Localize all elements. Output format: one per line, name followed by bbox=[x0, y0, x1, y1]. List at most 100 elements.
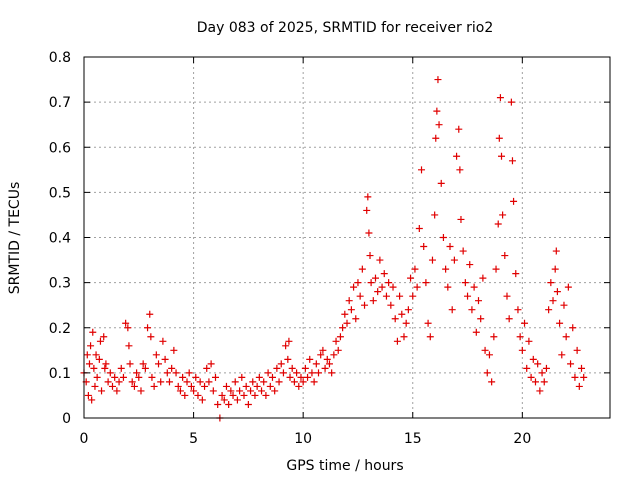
x-tick-label: 0 bbox=[80, 431, 89, 447]
data-point bbox=[137, 387, 145, 395]
data-point bbox=[310, 378, 318, 386]
data-point bbox=[192, 373, 200, 381]
data-point bbox=[312, 360, 320, 368]
data-point bbox=[442, 265, 450, 273]
data-point bbox=[88, 396, 96, 404]
data-points bbox=[80, 76, 588, 422]
data-point bbox=[341, 310, 349, 318]
data-point bbox=[194, 391, 202, 399]
data-point bbox=[350, 283, 358, 291]
data-point bbox=[343, 319, 351, 327]
data-point bbox=[236, 387, 244, 395]
data-point bbox=[512, 270, 520, 278]
data-point bbox=[323, 355, 331, 363]
data-point bbox=[124, 324, 132, 332]
data-point bbox=[176, 387, 184, 395]
data-point bbox=[382, 292, 390, 300]
data-point bbox=[271, 387, 279, 395]
data-point bbox=[201, 382, 209, 390]
y-tick-label: 0 bbox=[62, 411, 71, 427]
data-point bbox=[308, 369, 316, 377]
data-point bbox=[428, 256, 436, 264]
data-point bbox=[209, 387, 217, 395]
data-point bbox=[571, 373, 579, 381]
data-point bbox=[279, 369, 287, 377]
data-point bbox=[240, 391, 248, 399]
data-point bbox=[345, 297, 353, 305]
data-point bbox=[328, 369, 336, 377]
data-point bbox=[514, 306, 522, 314]
data-point bbox=[275, 378, 283, 386]
data-point bbox=[130, 382, 138, 390]
data-point bbox=[531, 378, 539, 386]
data-point bbox=[516, 333, 524, 341]
data-point bbox=[424, 319, 432, 327]
data-point bbox=[174, 382, 182, 390]
data-point bbox=[479, 274, 487, 282]
data-point bbox=[475, 297, 482, 305]
data-point bbox=[496, 94, 504, 102]
data-point bbox=[306, 355, 314, 363]
data-point bbox=[133, 369, 141, 377]
data-point bbox=[100, 333, 108, 341]
data-point bbox=[84, 391, 92, 399]
data-point bbox=[196, 378, 204, 386]
data-point bbox=[477, 315, 485, 323]
data-point bbox=[115, 378, 123, 386]
data-point bbox=[214, 400, 222, 408]
data-point bbox=[567, 360, 575, 368]
data-point bbox=[98, 387, 106, 395]
data-point bbox=[146, 310, 154, 318]
data-point bbox=[244, 400, 252, 408]
data-point bbox=[297, 373, 305, 381]
chart-title: Day 083 of 2025, SRMTID for receiver rio… bbox=[197, 20, 494, 36]
y-tick-label: 0.6 bbox=[49, 140, 71, 156]
data-point bbox=[536, 387, 544, 395]
data-point bbox=[553, 288, 561, 296]
data-point bbox=[139, 360, 147, 368]
data-point bbox=[481, 346, 489, 354]
data-point bbox=[205, 378, 213, 386]
data-point bbox=[144, 324, 152, 332]
data-point bbox=[387, 301, 395, 309]
data-point bbox=[361, 301, 369, 309]
data-point bbox=[301, 364, 309, 372]
data-point bbox=[503, 292, 511, 300]
data-point bbox=[527, 373, 535, 381]
data-point bbox=[389, 283, 397, 291]
data-point bbox=[87, 342, 95, 350]
data-point bbox=[437, 179, 445, 187]
data-point bbox=[198, 396, 206, 404]
x-tick-label: 15 bbox=[404, 431, 422, 447]
data-point bbox=[325, 360, 333, 368]
data-point bbox=[404, 306, 412, 314]
x-tick-label: 20 bbox=[513, 431, 531, 447]
data-point bbox=[155, 360, 163, 368]
data-point bbox=[347, 306, 355, 314]
data-point bbox=[523, 364, 531, 372]
data-point bbox=[492, 265, 500, 273]
data-point bbox=[434, 76, 442, 84]
data-point bbox=[251, 391, 259, 399]
data-point bbox=[374, 288, 382, 296]
data-point bbox=[330, 351, 338, 359]
data-point bbox=[212, 373, 219, 381]
data-point bbox=[455, 125, 463, 133]
data-point bbox=[501, 252, 509, 260]
data-point bbox=[293, 369, 301, 377]
data-point bbox=[369, 297, 377, 305]
data-point bbox=[464, 292, 472, 300]
data-point bbox=[498, 152, 506, 160]
data-point bbox=[122, 319, 130, 327]
data-point bbox=[560, 301, 568, 309]
data-point bbox=[356, 292, 364, 300]
data-point bbox=[113, 387, 121, 395]
data-point bbox=[402, 319, 410, 327]
data-point bbox=[459, 247, 467, 255]
axis-ticks bbox=[83, 56, 610, 419]
data-point bbox=[91, 382, 99, 390]
data-point bbox=[391, 315, 399, 323]
data-point bbox=[258, 387, 266, 395]
data-point bbox=[365, 229, 373, 237]
